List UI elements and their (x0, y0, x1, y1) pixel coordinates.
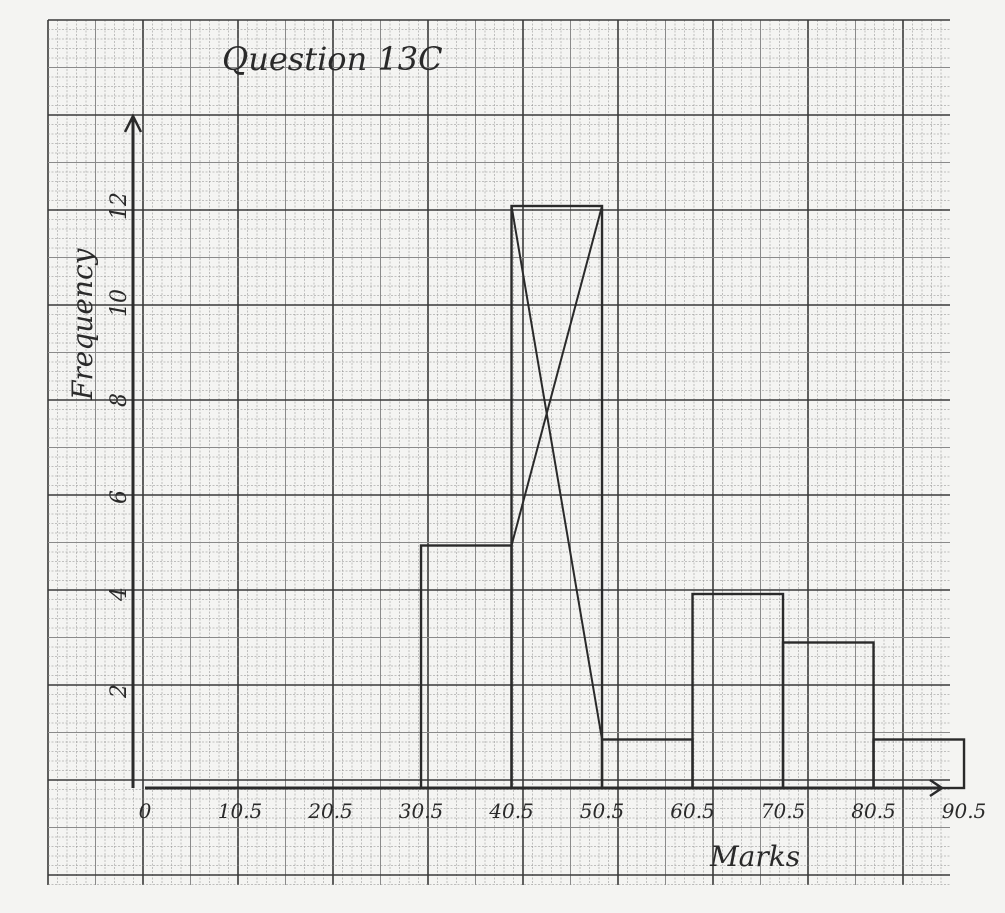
chart-title: Question 13C (222, 40, 443, 78)
tick-labels: 0 10.5 20.5 30.5 40.5 50.5 60.5 70.5 80.5 90.5 2 4 6… (107, 192, 986, 823)
mode-line-1 (510, 205, 603, 546)
x-tick-label: 60.5 (670, 799, 715, 823)
x-tick-label: 20.5 (307, 799, 353, 823)
x-tick-label: 30.5 (399, 799, 444, 823)
mode-construction-lines (510, 205, 604, 740)
graph-paper-grid (47, 19, 950, 885)
y-axis-label: Frequency (66, 247, 99, 401)
x-tick-label: 0 (139, 799, 152, 823)
x-tick-label: 80.5 (851, 799, 896, 823)
y-tick-label: 6 (107, 490, 132, 504)
x-axis-arrow-icon (929, 778, 945, 798)
y-tick-label: 10 (107, 289, 132, 317)
x-axis-label: Marks (709, 840, 800, 873)
y-tick-label: 2 (107, 684, 132, 699)
histogram-bars (419, 204, 966, 790)
x-tick-label: 70.5 (761, 799, 806, 823)
x-tick-label: 50.5 (580, 799, 625, 823)
x-tick-label: 10.5 (218, 799, 263, 823)
histogram-bar-5 (781, 641, 875, 790)
axes (123, 113, 945, 798)
x-tick-label: 90.5 (942, 799, 987, 823)
mode-line-2 (510, 205, 604, 740)
y-tick-label: 4 (107, 587, 132, 602)
y-tick-label: 8 (107, 393, 132, 407)
histogram-bar-4 (691, 592, 785, 790)
y-tick-label: 12 (107, 192, 132, 220)
x-tick-label: 40.5 (488, 799, 534, 823)
y-axis-arrow-icon (123, 113, 143, 133)
